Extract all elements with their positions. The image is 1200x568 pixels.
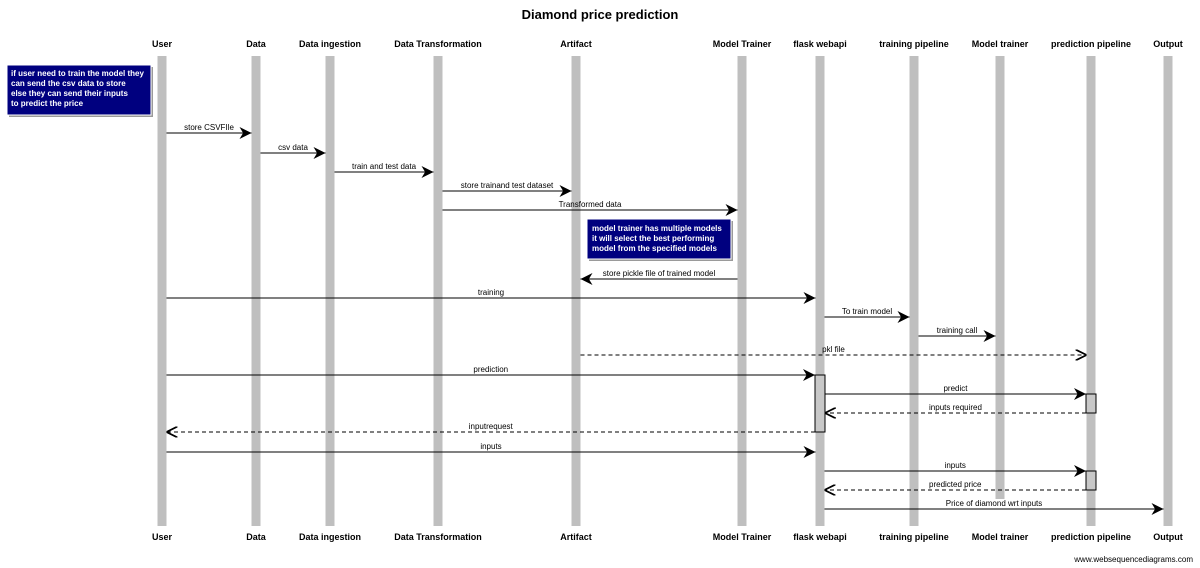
activation-flask [814,374,826,433]
message-label: Transformed data [559,200,622,209]
message-label: Price of diamond wrt inputs [946,499,1043,508]
message-16: inputs [824,461,1086,477]
participant-flask-top: flask webapi [793,39,847,49]
message-10: pkl file [580,345,1087,355]
participant-training_pipeline-bottom: training pipeline [879,532,949,542]
note-box [6,64,152,116]
message-2: csv data [260,143,326,159]
participant-data-bottom: Data [246,532,267,542]
message-6: store pickle file of trained model [580,269,738,285]
message-label: training [478,288,504,297]
message-label: store pickle file of trained model [603,269,716,278]
participant-model_trainer2-bottom: Model trainer [972,532,1029,542]
lifeline-flask [815,56,825,526]
participant-flask-bottom: flask webapi [793,532,847,542]
lifeline-training_pipeline [909,56,919,526]
message-13: inputs required [825,403,1086,413]
note-line: if user need to train the model they [11,69,144,78]
participant-artifact-bottom: Artifact [560,532,592,542]
message-7: training [166,288,816,304]
lifeline-user [157,56,167,526]
message-5: Transformed data [442,200,738,216]
participant-output-bottom: Output [1153,532,1183,542]
message-label: prediction [473,365,508,374]
participant-model_trainer2-top: Model trainer [972,39,1029,49]
message-15: inputs [166,442,816,458]
message-label: predict [943,384,968,393]
participant-ingestion-bottom: Data ingestion [299,532,361,542]
message-9: training call [918,326,996,342]
message-18: Price of diamond wrt inputs [824,499,1164,515]
lifeline-model_trainer2 [995,56,1005,499]
message-label: inputs [945,461,966,470]
message-label: inputs required [929,403,982,412]
activation-prediction-pipeline-2 [1085,470,1097,491]
participant-user-bottom: User [152,532,173,542]
participant-transformation-bottom: Data Transformation [394,532,482,542]
message-label: csv data [278,143,308,152]
participant-training_pipeline-top: training pipeline [879,39,949,49]
message-label: pkl file [822,345,845,354]
message-label: training call [937,326,978,335]
message-label: predicted price [929,480,982,489]
lifeline-model_trainer [737,56,747,526]
diagram-title: Diamond price prediction [522,7,679,22]
lifeline-transformation [433,56,443,526]
message-label: store trainand test dataset [461,181,554,190]
note-line: else they can send their inputs [11,89,128,98]
note-line: model from the specified models [592,244,717,253]
message-label: To train model [842,307,892,316]
lifeline-output [1163,56,1173,526]
footer-credit: www.websequencediagrams.com [1073,555,1193,564]
message-8: To train model [824,307,910,323]
participant-prediction_pipeline-bottom: prediction pipeline [1051,532,1131,542]
message-4: store trainand test dataset [442,181,572,197]
message-label: train and test data [352,162,417,171]
participant-user-top: User [152,39,173,49]
message-11: prediction [166,365,815,381]
note-line: it will select the best performing [592,234,714,243]
message-label: inputrequest [469,422,514,431]
message-label: inputs [480,442,501,451]
participant-ingestion-top: Data ingestion [299,39,361,49]
message-17: predicted price [824,480,1086,490]
participant-output-top: Output [1153,39,1183,49]
note-line: can send the csv data to store [11,79,126,88]
message-label: store CSVFIle [184,123,234,132]
activation-prediction-pipeline-1 [1085,393,1097,414]
participant-model_trainer-top: Model Trainer [713,39,772,49]
message-12: predict [825,384,1086,400]
participant-artifact-top: Artifact [560,39,592,49]
lifeline-ingestion [325,56,335,526]
participant-model_trainer-bottom: Model Trainer [713,532,772,542]
message-14: inputrequest [166,422,815,432]
participant-transformation-top: Data Transformation [394,39,482,49]
message-3: train and test data [334,162,434,178]
note-1: if user need to train the model theycan … [6,64,153,117]
participant-prediction_pipeline-top: prediction pipeline [1051,39,1131,49]
note-box [586,218,732,260]
lifeline-artifact [571,56,581,526]
lifeline-data [251,56,261,526]
lifeline-prediction_pipeline [1086,56,1096,526]
message-1: store CSVFIle [166,123,252,139]
note-line: model trainer has multiple models [592,224,722,233]
note-line: to predict the price [11,99,84,108]
participant-data-top: Data [246,39,267,49]
